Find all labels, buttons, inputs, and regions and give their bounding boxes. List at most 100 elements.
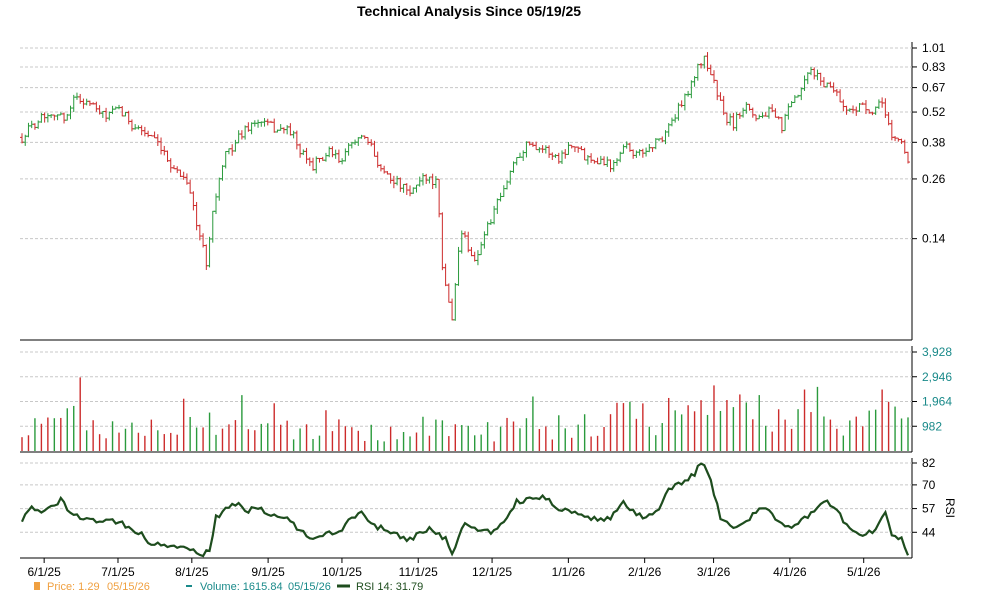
x-tick-label: 9/1/25 <box>251 565 285 579</box>
ohlc-bar <box>356 137 361 146</box>
x-tick-label: 7/1/25 <box>101 565 135 579</box>
price-tick-label: 0.26 <box>922 172 946 186</box>
ohlc-bar <box>427 176 432 184</box>
ohlc-bar <box>708 64 713 76</box>
ohlc-bar <box>799 87 804 101</box>
price-ohlc-series <box>20 52 910 321</box>
ohlc-bar <box>398 177 403 192</box>
ohlc-bar <box>210 210 215 243</box>
ohlc-bar <box>534 141 539 151</box>
ohlc-bar <box>686 90 691 97</box>
ohlc-bar <box>792 95 797 103</box>
ohlc-bar <box>595 157 600 165</box>
rsi-tick-label: 44 <box>922 525 936 539</box>
ohlc-bar <box>301 149 306 156</box>
price-legend-swatch <box>34 582 40 590</box>
ohlc-bar <box>608 159 613 173</box>
ohlc-bar <box>469 247 474 257</box>
ohlc-bar <box>450 298 455 321</box>
ohlc-bar <box>126 110 131 125</box>
ohlc-bar <box>488 219 493 225</box>
x-tick-label: 2/1/26 <box>628 565 662 579</box>
legend: Price: 1.29 05/15/26 Volume: 1615.84 05/… <box>34 581 423 593</box>
ohlc-bar <box>188 179 193 194</box>
ohlc-bar <box>566 141 571 155</box>
ohlc-bar <box>808 67 813 76</box>
ohlc-bar <box>634 150 639 158</box>
ohlc-bar <box>479 241 484 256</box>
ohlc-bar <box>589 153 594 163</box>
price-tick-label: 0.67 <box>922 81 946 95</box>
ohlc-bar <box>388 173 393 184</box>
ohlc-bar <box>94 101 99 112</box>
ohlc-bar <box>699 62 704 69</box>
ohlc-bar <box>453 282 458 321</box>
ohlc-bar <box>223 151 228 169</box>
ohlc-bar <box>582 147 587 161</box>
price-legend-date: 05/15/26 <box>107 581 150 593</box>
ohlc-bar <box>821 77 826 88</box>
ohlc-bar <box>466 231 471 253</box>
ohlc-bar <box>26 122 31 138</box>
ohlc-bar <box>314 156 319 174</box>
ohlc-bar <box>433 175 438 189</box>
ohlc-bar <box>323 152 328 162</box>
ohlc-bar <box>249 122 254 135</box>
ohlc-bar <box>876 99 881 109</box>
ohlc-bar <box>463 231 467 238</box>
ohlc-bar <box>430 173 435 190</box>
ohlc-bar <box>644 147 649 157</box>
ohlc-bar <box>129 119 134 132</box>
x-tick-label: 3/1/26 <box>697 565 731 579</box>
rsi-axis-title: RSI <box>943 498 957 518</box>
ohlc-bar <box>408 185 413 197</box>
rsi-tick-label: 70 <box>922 478 936 492</box>
ohlc-bar <box>514 157 519 166</box>
ohlc-bar <box>614 158 619 166</box>
ohlc-bar <box>304 147 309 164</box>
ohlc-bar <box>281 127 286 134</box>
ohlc-bar <box>239 130 244 140</box>
ohlc-bar <box>395 175 400 186</box>
ohlc-bar <box>818 72 823 86</box>
ohlc-bar <box>679 100 684 108</box>
ohlc-bar <box>45 113 50 123</box>
ohlc-bar <box>146 130 151 138</box>
ohlc-bar <box>611 159 616 172</box>
ohlc-bar <box>162 145 167 156</box>
ohlc-bar <box>446 283 451 303</box>
ohlc-bar <box>440 212 445 271</box>
ohlc-bar <box>711 70 716 84</box>
ohlc-bar <box>243 125 248 140</box>
rsi-tick-label: 57 <box>922 502 936 516</box>
ohlc-bar <box>74 92 79 100</box>
ohlc-bar <box>437 178 442 218</box>
ohlc-bar <box>834 89 839 97</box>
ohlc-bar <box>718 92 723 101</box>
ohlc-bar <box>262 118 267 127</box>
ohlc-bar <box>621 144 626 154</box>
ohlc-bar <box>508 170 513 185</box>
ohlc-bar <box>576 146 581 153</box>
ohlc-bar <box>715 79 720 101</box>
ohlc-bar <box>495 198 500 214</box>
ohlc-bar <box>382 165 387 174</box>
ohlc-bar <box>414 184 419 193</box>
ohlc-bar <box>230 144 235 156</box>
x-tick-label: 6/1/25 <box>27 565 61 579</box>
ohlc-bar <box>750 107 755 118</box>
ohlc-bar <box>217 177 222 201</box>
volume-tick-label: 3,928 <box>922 345 952 359</box>
rsi-grid <box>20 462 917 533</box>
volume-legend-label: Volume: 1615.84 <box>200 581 283 593</box>
ohlc-bar <box>521 150 526 161</box>
ohlc-bar <box>278 124 283 131</box>
rsi-legend-label: RSI 14: 31.79 <box>356 581 423 593</box>
rsi-series <box>20 462 910 558</box>
ohlc-bar <box>233 139 238 152</box>
ohlc-bar <box>359 134 364 139</box>
x-tick-labels: 6/1/25 7/1/25 8/1/25 9/1/25 10/1/25 11/1/25 12… <box>27 558 881 579</box>
ohlc-bar <box>498 192 503 202</box>
ohlc-bar <box>84 98 89 106</box>
